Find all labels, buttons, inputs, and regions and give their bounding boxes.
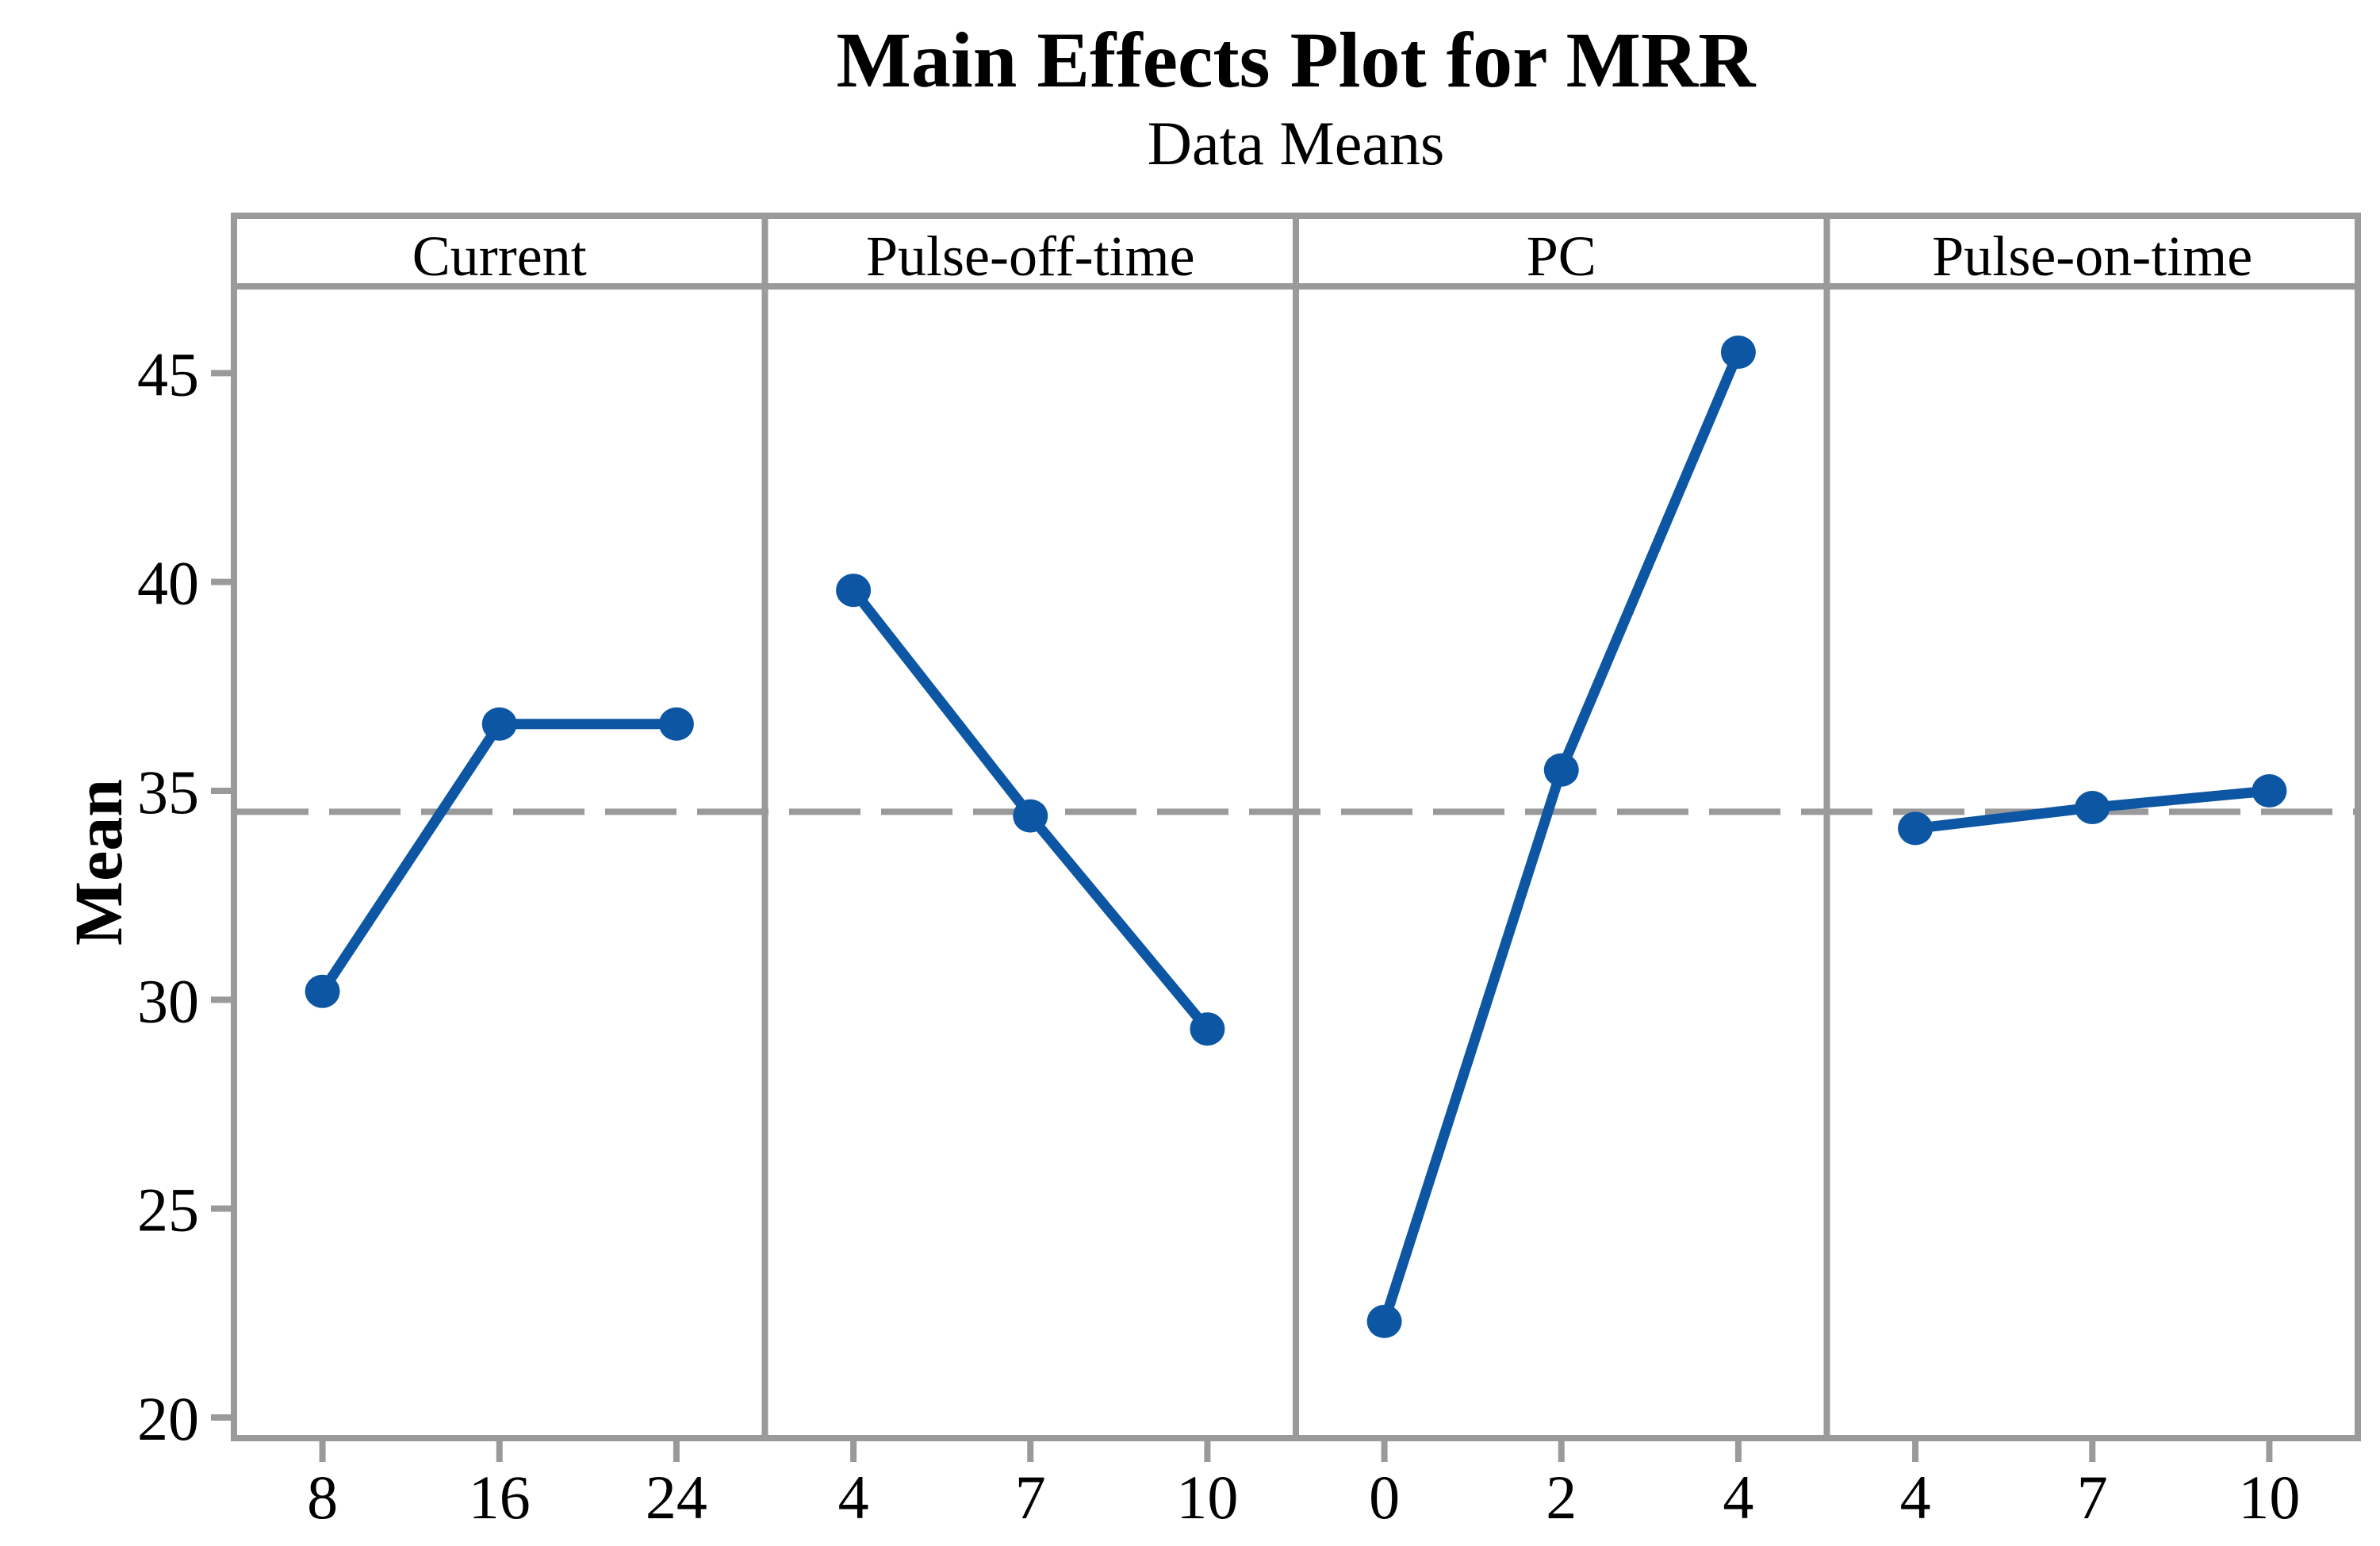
x-axis-tick-label: 4 (838, 1463, 869, 1532)
data-point (1543, 753, 1579, 787)
data-point (305, 974, 340, 1008)
series-line-PC (1379, 347, 1744, 1327)
x-axis-tick-label: 10 (2238, 1463, 2300, 1532)
x-axis-tick-label: 2 (1546, 1463, 1577, 1532)
x-axis-tick-label: 0 (1369, 1463, 1400, 1532)
plot-frame (231, 213, 2361, 1441)
chart-subtitle: Data Means (1147, 109, 1445, 178)
series-line-Current (317, 719, 682, 997)
y-axis-tick-label: 40 (137, 549, 199, 618)
chart-title: Main Effects Plot for MRR (836, 16, 1756, 104)
panel-header-label: Pulse-on-time (1932, 224, 2252, 288)
y-axis-tick-label: 35 (137, 758, 199, 827)
y-axis-tick-label: 45 (137, 340, 199, 409)
panel-header-label: Current (412, 224, 587, 288)
x-axis-tick-label: 16 (469, 1463, 531, 1532)
x-axis-tick-label: 10 (1176, 1463, 1238, 1532)
x-axis-tick-label: 7 (1015, 1463, 1046, 1532)
y-axis-tick-label: 20 (137, 1384, 199, 1453)
panel-header-label: PC (1527, 224, 1596, 288)
data-point (2252, 773, 2287, 808)
x-axis-tick-label: 7 (2077, 1463, 2108, 1532)
data-point (481, 707, 517, 741)
data-point (1366, 1304, 1402, 1338)
y-axis-tick-label: 30 (137, 966, 199, 1035)
data-point (836, 574, 872, 608)
data-point (1190, 1012, 1225, 1046)
x-axis-tick-label: 4 (1723, 1463, 1753, 1532)
x-axis-tick-label: 24 (646, 1463, 707, 1532)
x-axis-tick-label: 4 (1900, 1463, 1931, 1532)
panel-header-label: Pulse-off-time (866, 224, 1195, 288)
data-point (1720, 335, 1756, 369)
x-axis-tick-label: 8 (307, 1463, 338, 1532)
y-axis-tick-label: 25 (137, 1176, 199, 1245)
data-point (1013, 799, 1048, 833)
data-point (2075, 791, 2110, 825)
data-point (1898, 811, 1934, 846)
data-point (658, 707, 694, 741)
